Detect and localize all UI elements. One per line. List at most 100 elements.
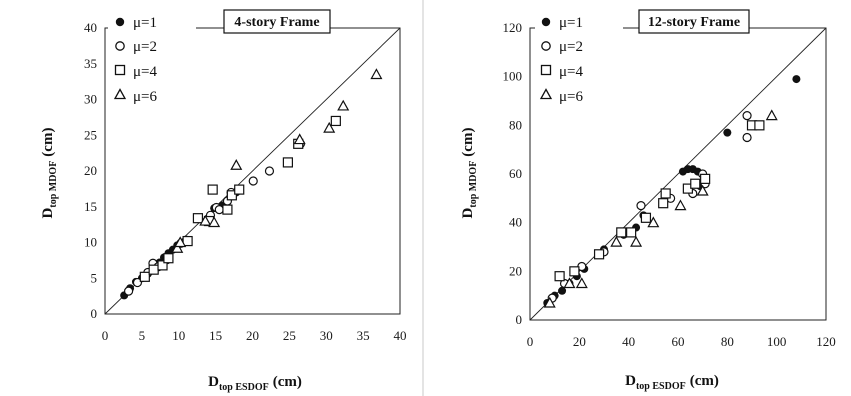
data-point-mu4 [593, 249, 605, 260]
x-tick-label: 40 [622, 334, 635, 349]
legend-marker-mu4 [114, 64, 126, 76]
legend-label: μ=4 [559, 64, 584, 80]
data-point-mu6 [575, 277, 588, 289]
legend-marker-mu2 [541, 41, 551, 51]
x-tick-label: 60 [672, 334, 685, 349]
y-tick-label: 40 [84, 20, 97, 35]
x-tick-label: 30 [320, 328, 333, 343]
legend-marker-mu6 [113, 88, 127, 100]
data-point-mu6 [337, 99, 350, 111]
data-point-mu2 [264, 166, 275, 176]
data-point-mu1 [792, 75, 801, 84]
data-point-mu4 [660, 188, 671, 199]
data-point-mu6 [199, 214, 212, 226]
x-tick-label: 20 [573, 334, 586, 349]
data-point-mu4 [754, 120, 765, 131]
y-tick-label: 20 [84, 163, 97, 178]
data-point-mu4 [616, 227, 627, 238]
x-tick-label: 25 [283, 328, 296, 343]
data-point-mu1 [723, 128, 732, 137]
x-axis-label: Dtop ESDOF (cm) [208, 374, 302, 393]
data-points-12-story [543, 75, 801, 308]
data-point-mu6 [293, 133, 306, 145]
data-point-mu4 [148, 264, 159, 275]
data-point-mu4 [330, 115, 341, 127]
y-tick-label: 120 [503, 20, 523, 35]
data-point-mu6 [674, 199, 687, 211]
data-point-mu4 [222, 204, 233, 215]
data-point-mu2 [132, 277, 143, 288]
data-point-mu4 [234, 184, 245, 195]
legend-marker-mu1 [541, 17, 551, 27]
x-tick-label: 80 [721, 334, 734, 349]
legend-label: μ=6 [559, 89, 584, 105]
y-tick-labels-12-story: 0 20 40 60 80 100 120 [503, 20, 523, 327]
chart-title: 12-story Frame [648, 15, 740, 30]
data-point-mu4 [207, 184, 218, 195]
data-point-mu6 [696, 184, 709, 196]
legend-label: μ=1 [559, 15, 583, 31]
y-tick-label: 25 [84, 127, 97, 142]
y-tick-label: 5 [91, 270, 98, 285]
x-tick-label: 120 [816, 334, 836, 349]
data-point-mu4 [569, 266, 580, 277]
legend-label: μ=2 [133, 39, 157, 55]
data-point-mu4 [626, 227, 637, 238]
data-point-mu6 [208, 216, 221, 228]
data-point-mu2 [636, 201, 646, 211]
data-point-mu6 [370, 68, 383, 80]
x-axis-label: Dtop ESDOF (cm) [625, 373, 719, 392]
x-tick-label: 20 [246, 328, 259, 343]
panel-12-story: 0 20 40 60 80 100 120 0 20 40 60 80 100 120 μ=1 μ=2 … [460, 8, 836, 392]
legend-marker-mu2 [115, 41, 125, 51]
legend-label: μ=1 [133, 15, 157, 31]
data-point-mu4 [282, 157, 293, 168]
legend-marker-mu4 [540, 64, 552, 76]
data-point-mu2 [124, 286, 134, 296]
y-tick-label: 40 [509, 215, 522, 230]
data-point-mu4 [658, 198, 669, 209]
y-tick-labels-4-story: 0 5 10 15 20 25 30 35 40 [84, 20, 97, 321]
data-point-mu6 [563, 277, 576, 289]
data-point-mu2 [742, 132, 752, 143]
data-point-mu6 [171, 241, 184, 253]
y-tick-label: 10 [84, 235, 97, 250]
x-tick-label: 10 [172, 328, 185, 343]
data-point-mu6 [610, 235, 623, 247]
data-point-mu6 [543, 296, 556, 308]
data-point-mu4 [640, 212, 652, 223]
panel-4-story: 0 5 10 15 20 25 30 35 40 0 5 10 15 20 25 30 35 40 μ=1 μ=… [40, 8, 407, 393]
y-tick-label: 20 [509, 263, 522, 278]
data-point-mu4 [182, 235, 193, 247]
y-tick-label: 15 [84, 199, 97, 214]
data-point-mu6 [765, 109, 778, 121]
data-point-mu4 [700, 173, 711, 184]
x-tick-label: 0 [102, 328, 109, 343]
data-point-mu4 [163, 253, 174, 264]
data-points-4-story [120, 68, 383, 300]
x-tick-label: 35 [357, 328, 370, 343]
legend-12-story: μ=1 μ=2 μ=4 μ=6 [535, 8, 623, 149]
data-point-mu2 [742, 110, 752, 121]
data-point-mu1 [558, 286, 567, 295]
data-point-mu4 [226, 190, 237, 201]
data-point-mu2 [248, 176, 258, 186]
data-point-mu6 [230, 159, 243, 170]
x-tick-labels-12-story: 0 20 40 60 80 100 120 [527, 334, 836, 349]
y-tick-label: 100 [503, 69, 523, 84]
data-point-mu4 [554, 271, 565, 282]
chart-title: 4-story Frame [234, 15, 319, 30]
title-box-4-story [223, 9, 331, 34]
legend-marker-mu6 [539, 88, 553, 100]
legend-label: μ=2 [559, 39, 583, 55]
y-tick-label: 60 [509, 166, 522, 181]
title-box-12-story [638, 9, 750, 34]
x-tick-label: 5 [139, 328, 146, 343]
data-point-mu6 [174, 236, 187, 248]
data-point-mu6 [323, 121, 336, 133]
y-tick-label: 0 [91, 306, 98, 321]
y-tick-label: 35 [84, 56, 97, 71]
legend-label: μ=4 [133, 64, 158, 80]
x-tick-label: 0 [527, 334, 534, 349]
